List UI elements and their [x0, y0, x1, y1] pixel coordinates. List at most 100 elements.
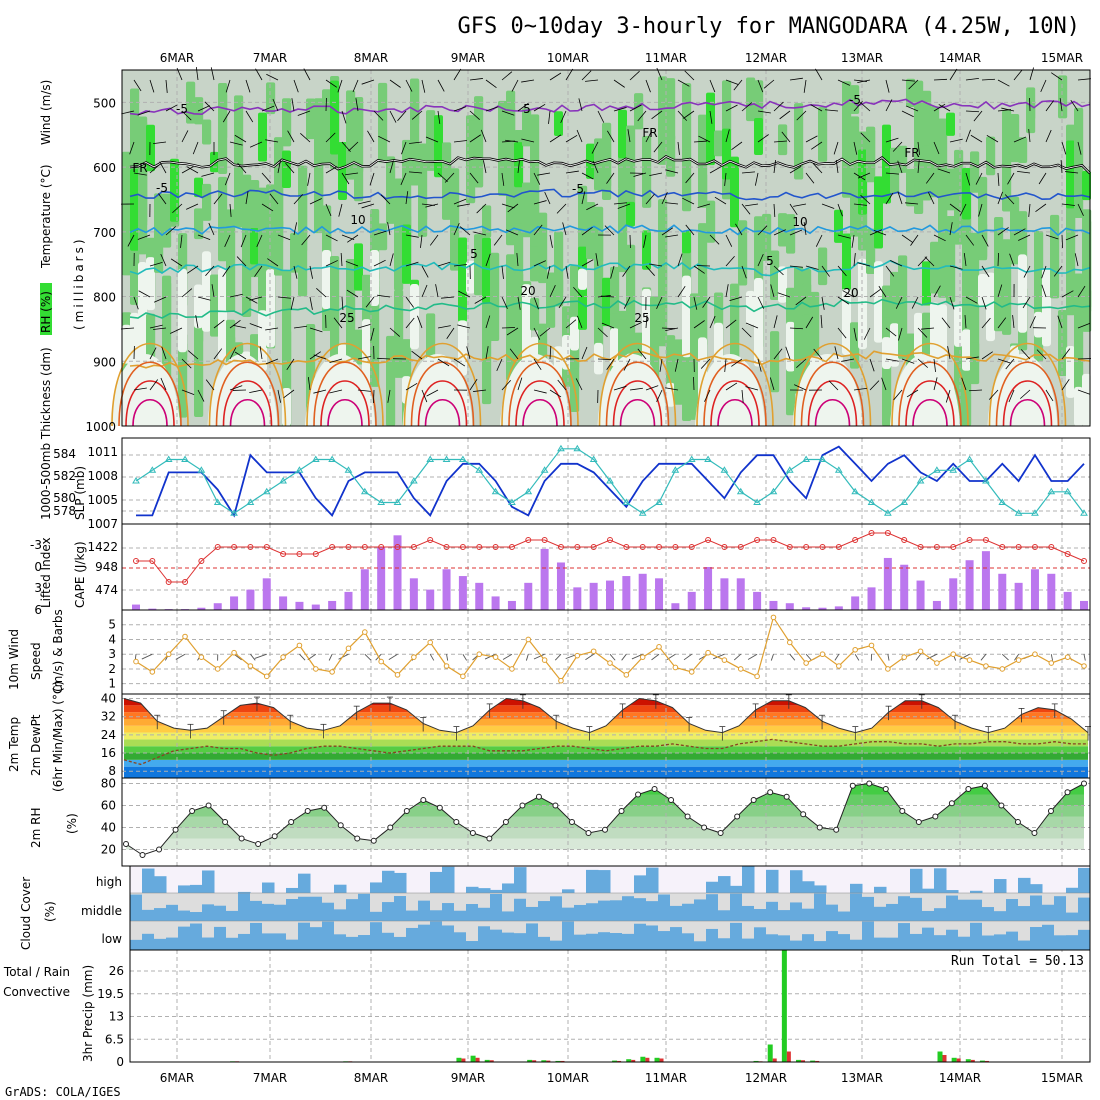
wind-barb [981, 78, 996, 81]
thickness-tick: 582 [53, 469, 76, 483]
thickness-point [802, 455, 811, 462]
warm-contour [696, 342, 774, 427]
precip-conv-bar [489, 1060, 494, 1062]
lifted-index-point [133, 558, 139, 564]
wind10-barb [959, 653, 970, 660]
rh-mid-cell [746, 77, 756, 122]
wind-barb [1028, 203, 1031, 217]
wind-barb [1061, 141, 1067, 155]
lifted-index-point [427, 537, 434, 543]
lifted-index-point [361, 544, 368, 550]
wind-barb [729, 296, 743, 302]
rh-shade-band [126, 805, 1084, 817]
wind-barb [325, 203, 332, 217]
wind-barb [917, 256, 928, 267]
wind-barb [373, 230, 387, 236]
cloud-cell [1078, 897, 1091, 921]
wind-barb [172, 203, 183, 214]
wind-barb [837, 234, 851, 239]
wind-barb [933, 234, 946, 242]
rh-gradient-fill [126, 783, 1084, 850]
wind-barb [921, 327, 935, 330]
cloud-cell [262, 882, 275, 893]
rh2m-point [816, 824, 823, 831]
wind-barb [885, 327, 897, 337]
wind-barb [773, 315, 778, 329]
wind-barb [493, 234, 503, 246]
wind-barb [725, 79, 739, 85]
cloud-cell [742, 905, 755, 921]
cape-bar [132, 604, 140, 610]
wind-barb [725, 284, 729, 298]
rh-high-cell [338, 141, 347, 201]
warm-contour [605, 361, 670, 427]
wind-barb [429, 234, 439, 246]
wind-barb [357, 323, 371, 329]
thickness-point [573, 444, 582, 452]
wind-barb [684, 70, 695, 81]
rh-mid-cell [274, 137, 284, 232]
rh2m-point [701, 824, 708, 831]
wind-barb [949, 265, 963, 270]
cloud-cell [790, 902, 803, 921]
wind-barb [485, 346, 489, 360]
wind-legend-label: Wind (m/s) [39, 80, 53, 145]
wind-barb [1038, 172, 1047, 185]
wind-barb [521, 79, 535, 83]
wind-barb [869, 358, 875, 372]
rh-low-cell [258, 310, 267, 372]
temp-tick: 40 [101, 692, 116, 706]
wind10-point [868, 642, 875, 649]
warm-contour [793, 342, 872, 427]
wind-barb [341, 110, 347, 124]
wind10-speed-line [135, 615, 1085, 682]
wind-barb [997, 317, 1007, 329]
wind-barb [533, 389, 547, 394]
rh2m-label-b: (%) [65, 813, 79, 834]
wind-barb [565, 134, 578, 143]
rh-mid-cell [378, 82, 388, 163]
wind-barb [949, 296, 955, 310]
cloud-cell [478, 907, 491, 921]
wind-barb [309, 296, 313, 310]
rh-high-cell [834, 209, 843, 243]
wind-barb [863, 327, 871, 340]
wind-barb [421, 284, 428, 298]
cloud-cell [634, 923, 647, 950]
wind10-barb [713, 653, 725, 660]
wind-barb [693, 140, 707, 143]
lifted-index-point [705, 537, 712, 543]
thickness-point [818, 455, 827, 462]
rh-mid-cell [970, 232, 980, 364]
cloud-cell [166, 937, 179, 950]
rh-high-cell [874, 176, 883, 249]
wind-barb [857, 262, 871, 267]
rh-mid-cell [250, 180, 260, 226]
rh2m-point [635, 791, 642, 798]
wind-barb [389, 79, 401, 88]
rh-mid-cell [618, 187, 628, 273]
rh-low-cell [578, 268, 587, 290]
wind10-point [1032, 651, 1038, 658]
wind-barb [208, 222, 215, 236]
wind-barb [805, 316, 814, 329]
wind-barb [459, 226, 471, 236]
cloud-cell [694, 899, 707, 921]
wind-barb [1051, 72, 1063, 81]
contour-label: FR [642, 126, 657, 140]
wind-barb [355, 98, 359, 112]
rh-shade-band [126, 816, 1084, 828]
wind-barb [714, 196, 727, 205]
wind-barb [685, 224, 695, 236]
cloud-cell [466, 904, 479, 921]
rh-low-cell [570, 316, 579, 351]
wind-barb [857, 79, 871, 84]
rh2m-point [981, 782, 988, 789]
cloud-cell [598, 870, 611, 893]
wind-barb [835, 160, 839, 174]
cloud-cell [802, 881, 815, 893]
wind-barb [149, 324, 163, 329]
precip-conv-bar [801, 1060, 806, 1062]
rh-shade-band [126, 794, 1084, 806]
warm-contour [988, 342, 1067, 427]
